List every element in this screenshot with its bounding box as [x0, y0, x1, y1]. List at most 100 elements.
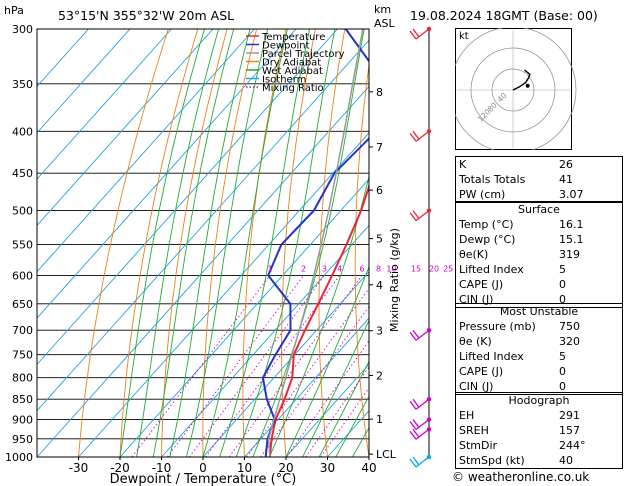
x-axis-title: Dewpoint / Temperature (°C) [110, 472, 297, 486]
wind-barb-feather [409, 421, 417, 430]
wind-barb-feather [412, 398, 420, 408]
most-unstable-table: Most Unstable Pressure (mb) 750 θe (K) 320 Li… [455, 303, 623, 395]
km-tick-label: 4 [376, 279, 383, 292]
row-value: 0 [559, 293, 566, 306]
dry-adiabat--20 [119, 29, 199, 457]
table-row: CIN (J) 0 [456, 379, 622, 394]
temperature-tick-label: 10 [237, 461, 252, 475]
pressure-tick-label: 550 [12, 238, 33, 251]
dry-adiabat-40 [354, 61, 369, 457]
isotherm--80 [37, 29, 255, 273]
isotherm-10 [244, 317, 369, 457]
wind-barb-feather [412, 130, 420, 140]
wet-adiabat--16 [136, 29, 220, 457]
wet-adiabat--4 [185, 29, 269, 457]
wet-adiabat-20 [285, 265, 369, 457]
wind-barb [409, 417, 432, 431]
dry-adiabat--30 [78, 29, 169, 457]
km-tick-label: 2 [376, 369, 383, 382]
wet-adiabat-4 [219, 29, 311, 457]
wind-barb-feather [409, 30, 417, 40]
row-label: Temp (°C) [459, 218, 514, 231]
mixing-ratio-line-15 [286, 340, 369, 457]
km-tick-label: 7 [376, 141, 383, 154]
hodograph-ring [455, 28, 577, 150]
row-value: 320 [559, 335, 580, 348]
mixing-ratio-label: 10 [386, 264, 396, 273]
mixing-ratio-label: 15 [411, 264, 421, 273]
wind-barb-staff [415, 456, 430, 468]
table-row: Totals Totals 41 [456, 172, 622, 187]
pressure-tick-label: 450 [12, 167, 33, 180]
hodograph_stats-title: Hodograph [508, 394, 570, 407]
km-tick-label: 3 [376, 325, 383, 338]
pressure-tick-label: 600 [12, 269, 33, 282]
dry-adiabat--10 [161, 29, 228, 457]
credit-label: © weatheronline.co.uk [452, 470, 590, 484]
table-row: SREH 157 [456, 423, 622, 438]
wind-barb-staff [415, 428, 430, 440]
isotherm--110 [37, 29, 131, 134]
indices-table: K 26 Totals Totals 41 PW (cm) 3.07 [455, 156, 623, 203]
legend-entry: Isotherm [262, 75, 306, 86]
row-value: 5 [559, 263, 566, 276]
table-row: CAPE (J) 0 [456, 364, 622, 379]
row-label: Lifted Index [459, 350, 524, 363]
legend-entry: Mixing Ratio [262, 83, 324, 94]
row-value: 0 [559, 365, 566, 378]
pressure-unit: hPa [4, 4, 24, 17]
surface-title: Surface [518, 203, 560, 216]
row-value: 750 [559, 320, 580, 333]
table-row: θe (K) 320 [456, 334, 622, 349]
row-label: StmDir [459, 439, 498, 452]
pressure-tick-label: 300 [12, 23, 33, 36]
mixing-ratio-line-20 [305, 366, 369, 457]
pressure-tick-label: 750 [12, 349, 33, 362]
isotherm--40 [37, 85, 369, 457]
mixing-ratio-line-6 [228, 275, 363, 457]
temperature-trace [268, 183, 369, 457]
wind-barb-staff [415, 329, 430, 341]
row-label: SREH [459, 424, 489, 437]
table-row: Temp (°C) 16.1 [456, 217, 622, 232]
wind-barb-staff [415, 130, 430, 142]
wind-barb-feather [412, 456, 420, 466]
row-value: 26 [559, 158, 573, 171]
temperature-tick-label: -30 [69, 461, 89, 475]
wind-barb-dot [426, 26, 432, 32]
km-tick-label: 6 [376, 184, 383, 197]
mixing-ratio-line-2 [167, 275, 304, 457]
row-value: 3.07 [559, 188, 584, 201]
wind-barb-staff [415, 419, 430, 431]
wind-barb-feather [409, 212, 417, 221]
wet-adiabat-16 [268, 174, 369, 457]
mixing-ratio-line-3 [189, 275, 325, 457]
mixing-ratio-label: 20 [429, 264, 439, 273]
dry-adiabat-60 [424, 29, 452, 457]
wind-barb-feather [409, 331, 417, 341]
wind-barb-staff [415, 210, 430, 222]
table-row: StmSpd (kt) 40 [456, 453, 622, 468]
table-row: θe(K) 319 [456, 247, 622, 262]
km-unit: km [374, 3, 392, 16]
pressure-tick-label: 850 [12, 393, 33, 406]
wind-barb [409, 454, 432, 468]
km-tick-label: LCL [376, 448, 397, 461]
surface-table: Surface Temp (°C) 16.1 Dewp (°C) 15.1 θe(K) 31… [455, 201, 623, 308]
wind-barb [409, 328, 432, 341]
row-label: EH [459, 409, 475, 422]
row-label: Lifted Index [459, 263, 524, 276]
wind-barb [409, 129, 432, 142]
table-row: CIN (J) 0 [456, 292, 622, 307]
wind-barb-feather [409, 430, 417, 440]
wind-barb-feather [409, 400, 417, 410]
table-row: Pressure (mb) 750 [456, 319, 622, 334]
km-tick-label: 1 [376, 413, 383, 426]
wind-barb-feather [412, 428, 420, 438]
row-value: 40 [559, 454, 573, 467]
pressure-tick-label: 700 [12, 324, 33, 337]
table-row: Lifted Index 5 [456, 262, 622, 277]
mixing-ratio-label: 2 [301, 264, 306, 273]
isotherm-20 [285, 363, 369, 457]
mixing-ratio-label: 6 [360, 264, 365, 273]
